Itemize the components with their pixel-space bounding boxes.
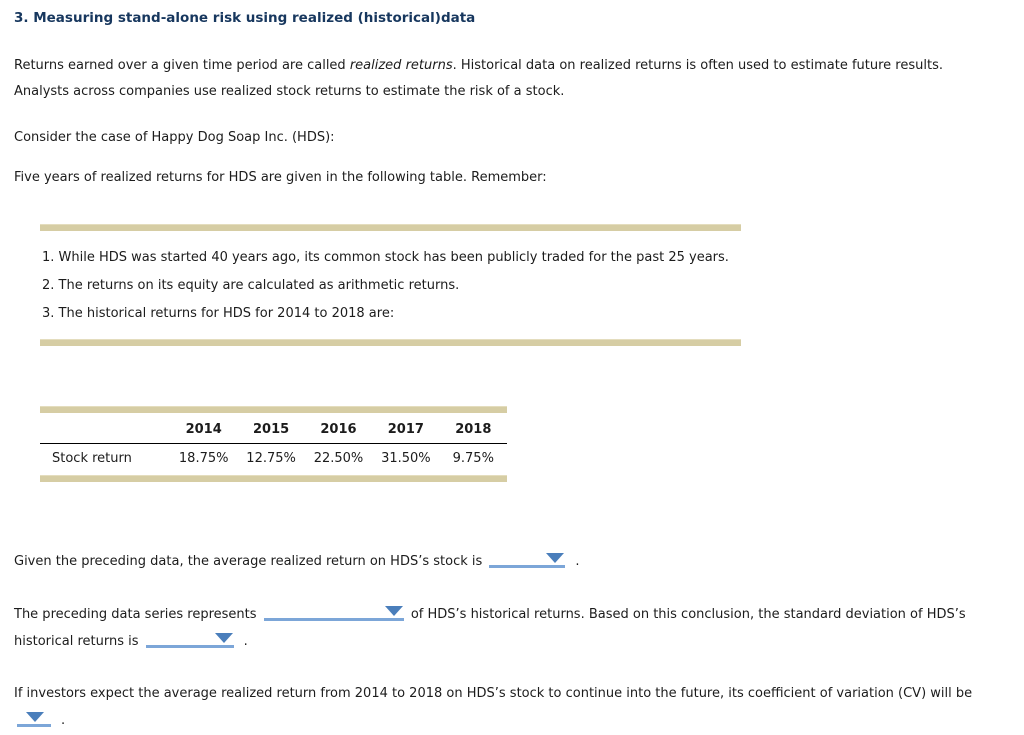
returns-table: 2014 2015 2016 2017 2018 Stock return 18… bbox=[40, 406, 507, 482]
intro-text-pre: Returns earned over a given time period … bbox=[14, 58, 350, 73]
q1-text: Given the preceding data, the average re… bbox=[14, 554, 483, 569]
data-series-dropdown[interactable] bbox=[263, 605, 404, 621]
standard-deviation-dropdown[interactable] bbox=[145, 632, 234, 648]
q2-text-pre: The preceding data series represents bbox=[14, 607, 257, 622]
return-value: 9.75% bbox=[452, 451, 494, 466]
top-divider-bar bbox=[40, 224, 741, 231]
return-value: 18.75% bbox=[178, 451, 229, 466]
chevron-down-icon bbox=[546, 553, 565, 563]
average-return-dropdown[interactable] bbox=[489, 552, 566, 568]
q2-period: . bbox=[243, 634, 248, 649]
question-data-series: The preceding data series represents of … bbox=[14, 601, 1014, 655]
intro-text-post2: Analysts across companies use realized s… bbox=[14, 84, 565, 99]
remember-item-2: 2. The returns on its equity are calcula… bbox=[42, 278, 460, 293]
year-header: 2016 bbox=[320, 422, 357, 437]
chevron-down-icon bbox=[384, 606, 403, 616]
bottom-divider-bar bbox=[40, 339, 741, 346]
q3-period: . bbox=[61, 713, 66, 728]
year-header: 2018 bbox=[455, 422, 492, 437]
question-average-return: Given the preceding data, the average re… bbox=[14, 548, 1014, 575]
return-value: 12.75% bbox=[246, 451, 296, 466]
chevron-down-icon bbox=[26, 712, 44, 722]
remember-item-1: 1. While HDS was started 40 years ago, i… bbox=[42, 250, 729, 265]
remember-box: 1. While HDS was started 40 years ago, i… bbox=[40, 224, 741, 346]
intro-text-italic: realized returns bbox=[349, 58, 453, 73]
case-line: Consider the case of Happy Dog Soap Inc.… bbox=[14, 130, 335, 145]
table-row-stock-return: Stock return 18.75% 12.75% 22.50% 31.50%… bbox=[40, 444, 507, 476]
row-label: Stock return bbox=[52, 451, 132, 466]
table-top-bar bbox=[40, 406, 507, 413]
year-header: 2015 bbox=[252, 422, 290, 437]
remember-item-3: 3. The historical returns for HDS for 20… bbox=[42, 306, 395, 321]
question-coefficient-variation: If investors expect the average realized… bbox=[14, 680, 1014, 734]
intro-paragraph: Returns earned over a given time period … bbox=[14, 53, 1004, 105]
q3-text: If investors expect the average realized… bbox=[14, 686, 973, 701]
return-value: 31.50% bbox=[381, 451, 431, 466]
chevron-down-icon bbox=[214, 633, 233, 643]
coefficient-variation-dropdown[interactable] bbox=[17, 711, 51, 727]
year-header: 2017 bbox=[387, 422, 424, 437]
q2-text-mid1: of HDS’s historical returns. Based on th… bbox=[410, 607, 966, 622]
year-header: 2014 bbox=[185, 422, 222, 437]
table-corner-cell bbox=[40, 413, 170, 444]
remember-list: 1. While HDS was started 40 years ago, i… bbox=[40, 231, 741, 339]
q1-period: . bbox=[575, 554, 580, 569]
intro-text-post1: . Historical data on realized returns is… bbox=[452, 58, 943, 73]
q2-text-mid2: historical returns is bbox=[14, 634, 139, 649]
table-lead-line: Five years of realized returns for HDS a… bbox=[14, 170, 547, 185]
table-bottom-bar bbox=[40, 475, 507, 482]
table-header-row: 2014 2015 2016 2017 2018 bbox=[40, 413, 507, 444]
page-title: 3. Measuring stand-alone risk using real… bbox=[14, 10, 476, 26]
return-value: 22.50% bbox=[313, 451, 364, 466]
